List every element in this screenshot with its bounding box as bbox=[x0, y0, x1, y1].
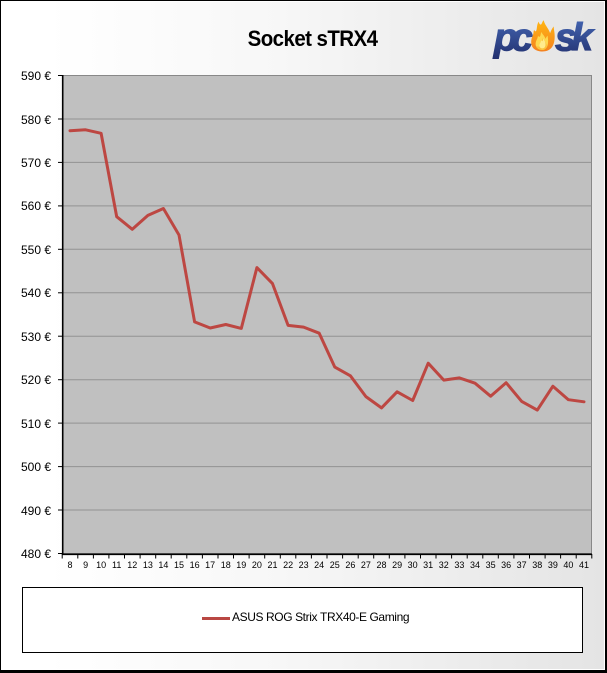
svg-text:pc: pc bbox=[493, 17, 533, 60]
svg-text:sk: sk bbox=[555, 17, 595, 60]
